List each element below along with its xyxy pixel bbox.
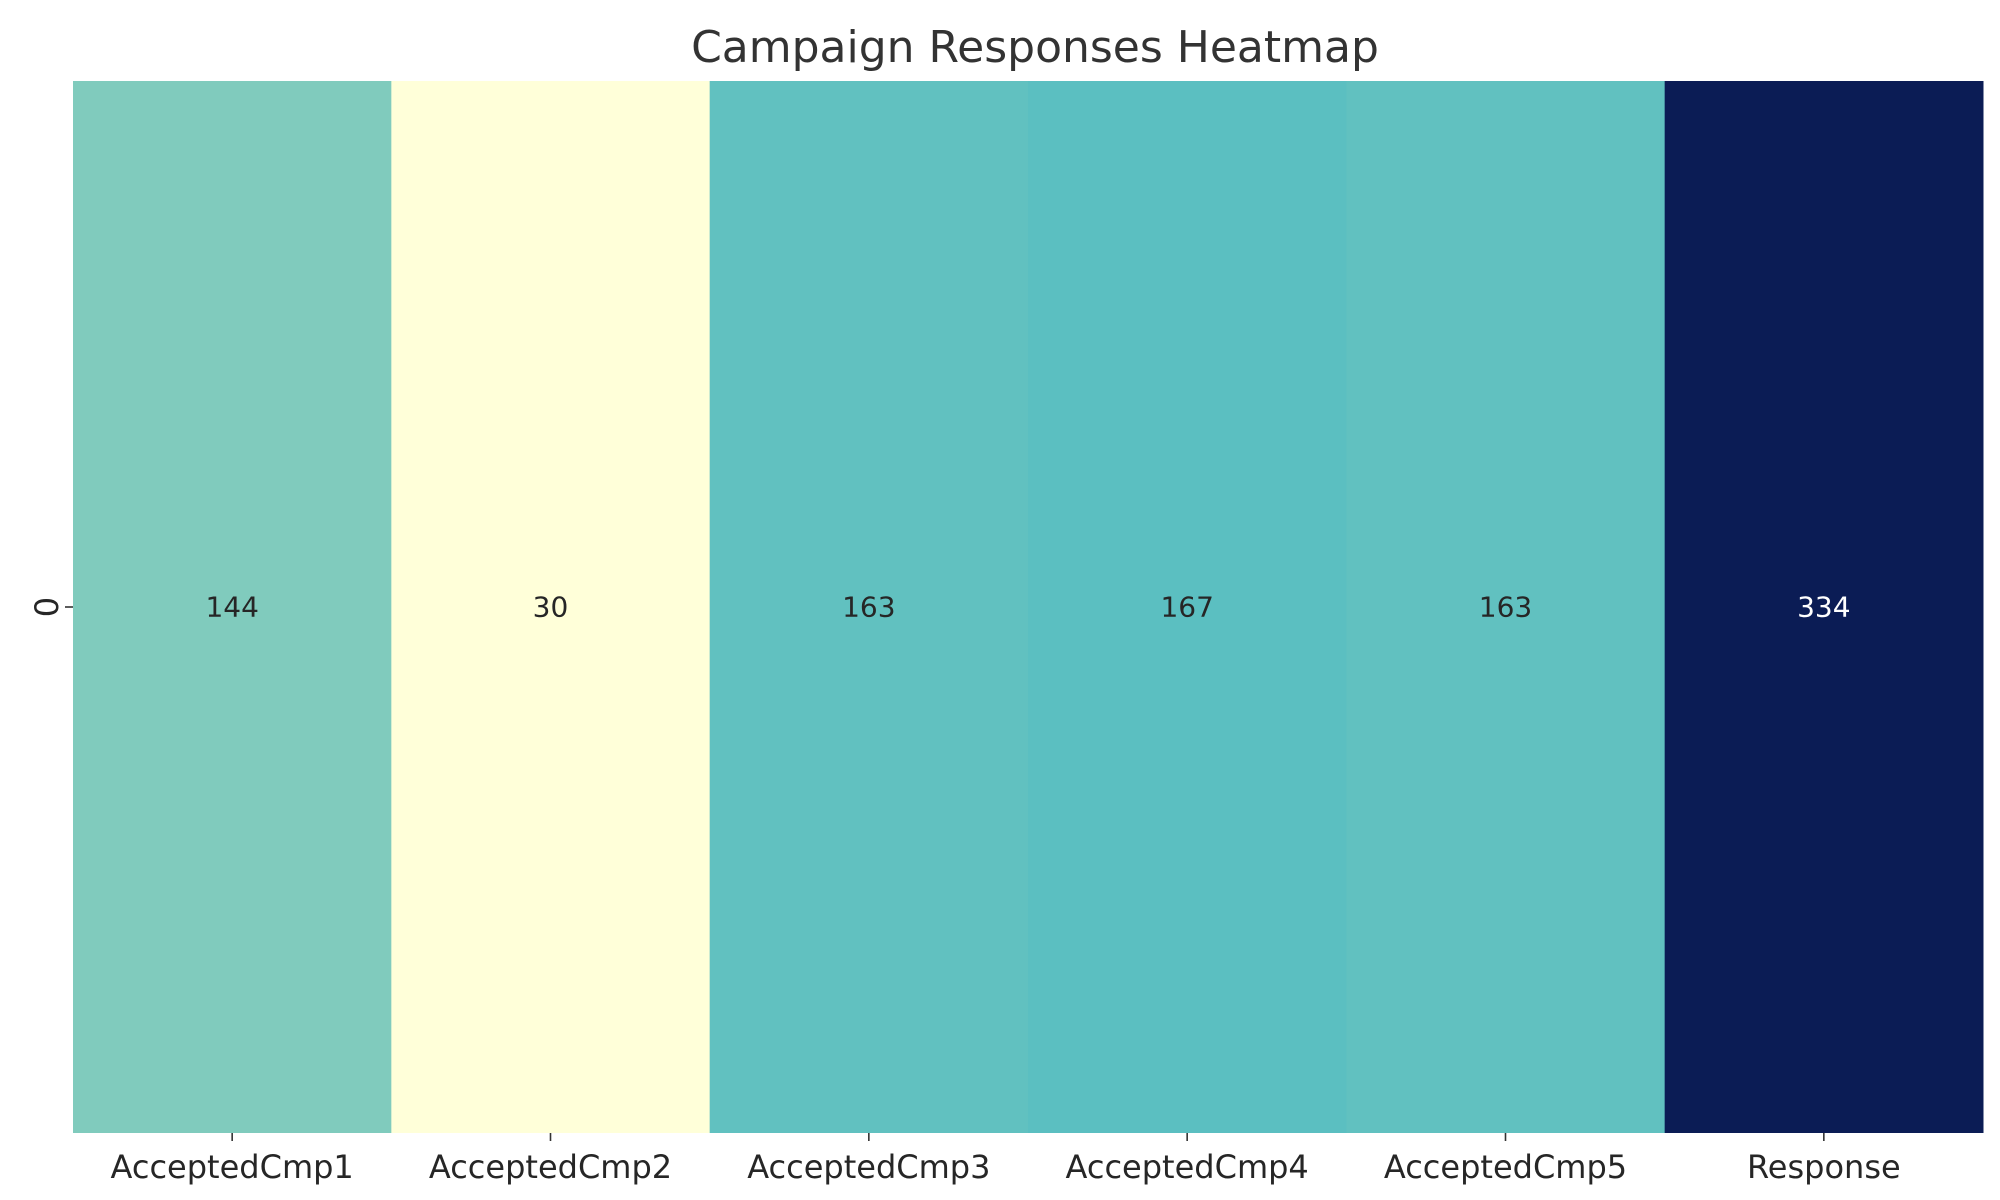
heatmap-cell-acceptedcmp3 (709, 81, 1029, 1133)
x-tick-label: AcceptedCmp4 (1066, 1148, 1309, 1186)
heatmap-cell-acceptedcmp2 (391, 81, 711, 1133)
x-tick-label: AcceptedCmp5 (1384, 1148, 1627, 1186)
y-tick-label: 0 (28, 597, 66, 617)
x-axis: AcceptedCmp1 AcceptedCmp2 AcceptedCmp3 Acce… (111, 1133, 1901, 1186)
heatmap-cell-acceptedcmp5 (1346, 81, 1666, 1133)
heatmap-cell-acceptedcmp1 (73, 81, 392, 1133)
x-tick-label: Response (1747, 1148, 1901, 1186)
y-axis: 0 (28, 597, 73, 617)
x-tick-label: AcceptedCmp1 (111, 1148, 354, 1186)
x-tick-label: AcceptedCmp2 (429, 1148, 672, 1186)
chart-title: Campaign Responses Heatmap (691, 22, 1379, 73)
cell-value-label: 163 (1479, 591, 1532, 624)
cell-annotations: 144 30 163 167 163 334 (205, 591, 1850, 624)
x-tick-label: AcceptedCmp3 (747, 1148, 990, 1186)
cell-value-label: 167 (1160, 591, 1213, 624)
heatmap-cell-acceptedcmp4 (1028, 81, 1347, 1133)
cell-value-label: 144 (205, 591, 258, 624)
cell-value-label: 163 (842, 591, 895, 624)
cell-value-label: 30 (533, 591, 569, 624)
heatmap-cell-response (1664, 81, 1984, 1133)
heatmap-cells (73, 81, 1984, 1133)
cell-value-label: 334 (1797, 591, 1850, 624)
